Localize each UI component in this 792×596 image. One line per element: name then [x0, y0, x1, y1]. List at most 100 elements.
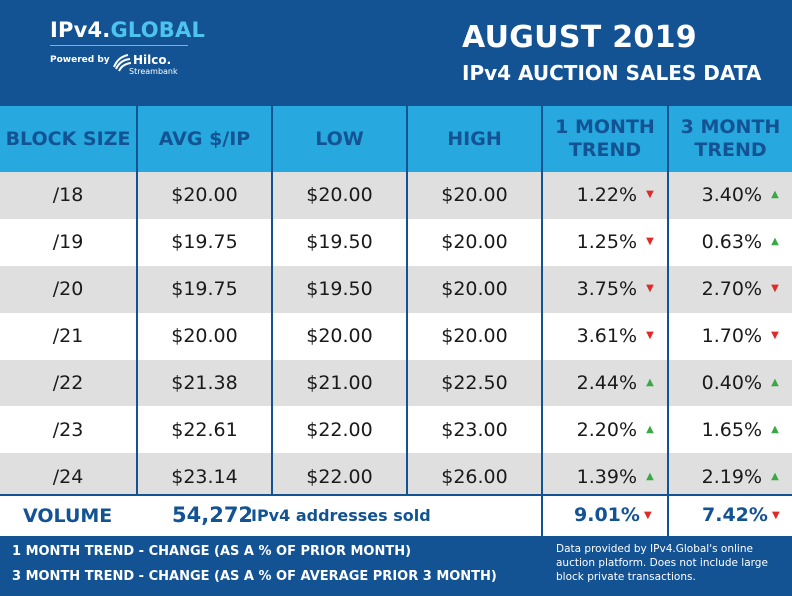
page-title: AUGUST 2019 — [462, 20, 697, 55]
powered-by-label: Powered by — [50, 55, 110, 65]
volume-row: VOLUME 54,272 IPv4 addresses sold 9.01% … — [0, 494, 792, 536]
cell-avg-price: $21.38 — [137, 359, 273, 407]
table-row: /22 $21.38 $21.00 $22.50 2.44% ▲ 0.40% ▲ — [0, 359, 792, 407]
page-subtitle: IPv4 AUCTION SALES DATA — [462, 61, 762, 85]
trend-value: 0.63% — [701, 231, 762, 254]
triangle-up-icon: ▲ — [646, 423, 654, 435]
data-source-note: Data provided by IPv4.Global's online au… — [556, 543, 768, 583]
cell-high: $20.00 — [407, 265, 543, 313]
trend-value: 0.40% — [701, 372, 762, 394]
volume-count: 54,272 — [172, 503, 254, 527]
cell-high: $20.00 — [407, 218, 543, 266]
cell-avg-price: $19.75 — [137, 218, 273, 266]
footer-banner: 1 MONTH TREND - CHANGE (AS A % OF PRIOR … — [0, 536, 792, 596]
logo-main-text: IPv4. — [50, 18, 111, 42]
trend-value: 1.39% — [576, 465, 637, 488]
volume-description: IPv4 addresses sold — [251, 506, 431, 525]
cell-avg-price: $23.14 — [137, 453, 273, 501]
logo-accent-text: GLOBAL — [110, 18, 206, 42]
triangle-down-icon: ▼ — [644, 510, 652, 521]
partner-subname: Streambank — [129, 67, 178, 76]
cell-high: $23.00 — [407, 406, 543, 454]
table-row: /21 $20.00 $20.00 $20.00 3.61% ▼ 1.70% ▼ — [0, 312, 792, 360]
divider — [667, 496, 669, 536]
table-row: /20 $19.75 $19.50 $20.00 3.75% ▼ 2.70% ▼ — [0, 265, 792, 313]
trend-value: 3.75% — [576, 278, 637, 301]
volume-3-month-trend: 7.42% — [702, 504, 768, 526]
triangle-down-icon: ▼ — [646, 283, 654, 295]
table-row: /24 $23.14 $22.00 $26.00 1.39% ▲ 2.19% ▲ — [0, 453, 792, 501]
trend-value: 1.70% — [701, 325, 762, 348]
cell-block-size: /23 — [0, 406, 138, 454]
triangle-up-icon: ▲ — [771, 423, 779, 435]
partner-name: Hilco. — [133, 53, 172, 67]
cell-block-size: /20 — [0, 265, 138, 313]
triangle-down-icon: ▼ — [646, 330, 654, 342]
triangle-up-icon: ▲ — [771, 236, 779, 248]
trend-value: 2.44% — [576, 372, 637, 394]
cell-avg-price: $20.00 — [137, 312, 273, 360]
cell-3-month-trend: 2.19% ▲ — [668, 453, 792, 501]
triangle-down-icon: ▼ — [771, 283, 779, 295]
triangle-down-icon: ▼ — [646, 189, 654, 201]
cell-high: $20.00 — [407, 312, 543, 360]
cell-block-size: /19 — [0, 218, 138, 266]
cell-1-month-trend: 1.39% ▲ — [542, 453, 669, 501]
table-row: /18 $20.00 $20.00 $20.00 1.22% ▼ 3.40% ▲ — [0, 172, 792, 219]
cell-low: $19.50 — [272, 218, 408, 266]
cell-high: $22.50 — [407, 359, 543, 407]
cell-low: $19.50 — [272, 265, 408, 313]
cell-low: $20.00 — [272, 172, 408, 219]
logo-underline — [50, 45, 188, 46]
cell-1-month-trend: 3.75% ▼ — [542, 265, 669, 313]
cell-3-month-trend: 2.70% ▼ — [668, 265, 792, 313]
triangle-up-icon: ▲ — [646, 470, 654, 482]
cell-3-month-trend: 1.70% ▼ — [668, 312, 792, 360]
table-row: /23 $22.61 $22.00 $23.00 2.20% ▲ 1.65% ▲ — [0, 406, 792, 454]
cell-1-month-trend: 1.25% ▼ — [542, 218, 669, 266]
column-header-3-month-trend: 3 MONTH TREND — [668, 106, 792, 172]
cell-3-month-trend: 0.40% ▲ — [668, 359, 792, 407]
volume-label: VOLUME — [23, 505, 113, 527]
cell-avg-price: $22.61 — [137, 406, 273, 454]
legend-1-month-trend: 1 MONTH TREND - CHANGE (AS A % OF PRIOR … — [12, 544, 412, 559]
cell-3-month-trend: 0.63% ▲ — [668, 218, 792, 266]
column-header-high: HIGH — [407, 106, 543, 172]
cell-high: $20.00 — [407, 172, 543, 219]
cell-high: $26.00 — [407, 453, 543, 501]
table-header-row: BLOCK SIZE AVG $/IP LOW HIGH 1 MONTH TRE… — [0, 106, 792, 172]
triangle-up-icon: ▲ — [771, 189, 779, 201]
cell-3-month-trend: 1.65% ▲ — [668, 406, 792, 454]
table-row: /19 $19.75 $19.50 $20.00 1.25% ▼ 0.63% ▲ — [0, 218, 792, 266]
column-header-block-size: BLOCK SIZE — [0, 106, 138, 172]
triangle-up-icon: ▲ — [771, 470, 779, 482]
divider — [541, 496, 543, 536]
triangle-down-icon: ▼ — [646, 236, 654, 248]
cell-1-month-trend: 2.20% ▲ — [542, 406, 669, 454]
column-header-avg-price: AVG $/IP — [137, 106, 273, 172]
triangle-up-icon: ▲ — [646, 377, 654, 388]
cell-1-month-trend: 1.22% ▼ — [542, 172, 669, 219]
cell-block-size: /22 — [0, 359, 138, 407]
trend-value: 2.19% — [701, 465, 762, 488]
cell-low: $21.00 — [272, 359, 408, 407]
trend-value: 3.61% — [576, 325, 637, 348]
ipv4-global-logo: IPv4.GLOBAL — [50, 18, 205, 42]
column-header-low: LOW — [272, 106, 408, 172]
cell-block-size: /24 — [0, 453, 138, 501]
triangle-down-icon: ▼ — [771, 330, 779, 342]
header-banner: IPv4.GLOBAL Powered by Hilco. Streambank… — [0, 0, 792, 106]
trend-value: 3.40% — [701, 184, 762, 207]
trend-value: 1.65% — [701, 418, 762, 441]
trend-value: 1.25% — [576, 231, 637, 254]
cell-1-month-trend: 2.44% ▲ — [542, 359, 669, 407]
trend-value: 2.70% — [701, 278, 762, 301]
cell-1-month-trend: 3.61% ▼ — [542, 312, 669, 360]
cell-block-size: /18 — [0, 172, 138, 219]
cell-low: $22.00 — [272, 406, 408, 454]
hilco-logo-icon — [113, 54, 132, 72]
triangle-up-icon: ▲ — [771, 377, 779, 388]
cell-low: $22.00 — [272, 453, 408, 501]
column-header-1-month-trend: 1 MONTH TREND — [542, 106, 669, 172]
triangle-down-icon: ▼ — [772, 510, 780, 521]
